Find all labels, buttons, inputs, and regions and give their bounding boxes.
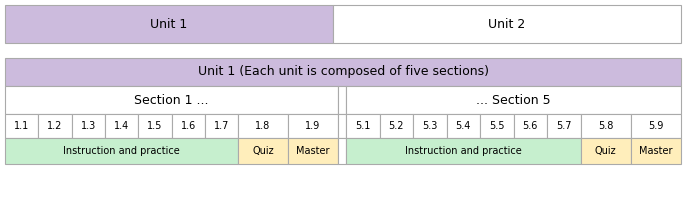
Bar bbox=[238, 114, 288, 138]
Text: Quiz: Quiz bbox=[252, 146, 274, 156]
Text: 5.3: 5.3 bbox=[422, 121, 438, 131]
Bar bbox=[288, 138, 338, 164]
Text: 5.2: 5.2 bbox=[388, 121, 404, 131]
Text: 1.5: 1.5 bbox=[147, 121, 163, 131]
Text: 1.3: 1.3 bbox=[81, 121, 96, 131]
Bar bbox=[447, 114, 480, 138]
Bar bbox=[238, 138, 288, 164]
Bar bbox=[338, 86, 346, 114]
Bar bbox=[514, 114, 547, 138]
Bar bbox=[138, 114, 172, 138]
Bar bbox=[338, 138, 346, 164]
Text: 1.4: 1.4 bbox=[114, 121, 129, 131]
Bar bbox=[38, 114, 71, 138]
Bar bbox=[346, 138, 580, 164]
Bar bbox=[172, 114, 205, 138]
Bar bbox=[338, 114, 346, 138]
Text: 1.8: 1.8 bbox=[255, 121, 271, 131]
Text: 1.6: 1.6 bbox=[180, 121, 196, 131]
Bar bbox=[580, 114, 630, 138]
Text: 5.1: 5.1 bbox=[355, 121, 370, 131]
Bar bbox=[5, 5, 333, 43]
Text: Unit 1: Unit 1 bbox=[150, 17, 188, 31]
Bar bbox=[413, 114, 447, 138]
Text: 5.4: 5.4 bbox=[456, 121, 471, 131]
Text: Instruction and practice: Instruction and practice bbox=[405, 146, 521, 156]
Bar bbox=[580, 138, 630, 164]
Bar bbox=[346, 114, 379, 138]
Bar bbox=[5, 114, 38, 138]
Text: ... Section 5: ... Section 5 bbox=[476, 94, 551, 106]
Text: 1.9: 1.9 bbox=[305, 121, 320, 131]
Text: Instruction and practice: Instruction and practice bbox=[63, 146, 180, 156]
Text: 1.1: 1.1 bbox=[14, 121, 29, 131]
Bar bbox=[288, 114, 338, 138]
Bar bbox=[630, 114, 681, 138]
Text: 5.8: 5.8 bbox=[598, 121, 613, 131]
Bar bbox=[346, 86, 681, 114]
Text: 5.5: 5.5 bbox=[489, 121, 504, 131]
Text: Quiz: Quiz bbox=[595, 146, 617, 156]
Text: 5.9: 5.9 bbox=[648, 121, 663, 131]
Text: Unit 1 (Each unit is composed of five sections): Unit 1 (Each unit is composed of five se… bbox=[198, 66, 488, 78]
Bar bbox=[5, 58, 681, 86]
Bar bbox=[379, 114, 413, 138]
Text: 5.6: 5.6 bbox=[523, 121, 538, 131]
Bar bbox=[547, 114, 580, 138]
Bar bbox=[480, 114, 514, 138]
Text: 1.2: 1.2 bbox=[47, 121, 62, 131]
Text: 1.7: 1.7 bbox=[214, 121, 229, 131]
Bar bbox=[105, 114, 138, 138]
Bar bbox=[5, 86, 338, 114]
Bar bbox=[630, 138, 681, 164]
Text: Master: Master bbox=[639, 146, 673, 156]
Text: Section 1 ...: Section 1 ... bbox=[134, 94, 209, 106]
Text: Master: Master bbox=[296, 146, 330, 156]
Bar bbox=[333, 5, 681, 43]
Bar bbox=[5, 138, 238, 164]
Text: Unit 2: Unit 2 bbox=[488, 17, 525, 31]
Text: 5.7: 5.7 bbox=[556, 121, 571, 131]
Bar bbox=[205, 114, 238, 138]
Bar bbox=[71, 114, 105, 138]
